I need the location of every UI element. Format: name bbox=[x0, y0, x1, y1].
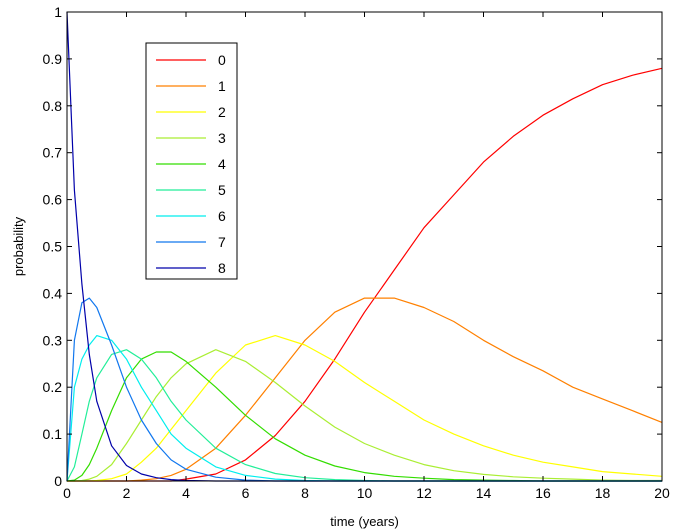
series-line-3 bbox=[67, 349, 662, 482]
legend-box bbox=[145, 42, 238, 280]
ticks-layer: 0 2 4 6 8 10 12 14 16 18 2000.10.20.30.40.50.60.70… bbox=[43, 4, 670, 501]
x-tick-label-3: 6 bbox=[242, 485, 250, 501]
x-tick-label-1: 2 bbox=[123, 485, 131, 501]
x-tick-label-10: 20 bbox=[654, 485, 670, 501]
x-tick-label-8: 16 bbox=[535, 485, 551, 501]
y-tick-label-10: 1 bbox=[54, 4, 62, 20]
y-tick-label-2: 0.2 bbox=[43, 379, 63, 395]
x-tick-label-9: 18 bbox=[595, 485, 611, 501]
legend-label-0: 0 bbox=[218, 52, 226, 68]
legend-label-1: 1 bbox=[218, 78, 226, 94]
x-tick-label-7: 14 bbox=[476, 485, 492, 501]
y-tick-label-0: 0 bbox=[54, 473, 62, 489]
y-tick-label-6: 0.6 bbox=[43, 192, 63, 208]
series-line-2 bbox=[67, 335, 663, 482]
x-tick-label-2: 4 bbox=[182, 485, 190, 501]
legend-label-8: 8 bbox=[218, 260, 226, 276]
legend: 0 1 2 3 4 5 6 7 8 bbox=[145, 42, 238, 280]
x-tick-label-6: 12 bbox=[416, 485, 432, 501]
legend-label-6: 6 bbox=[218, 208, 226, 224]
y-tick-label-7: 0.7 bbox=[43, 145, 63, 161]
y-tick-label-8: 0.8 bbox=[43, 98, 63, 114]
legend-label-2: 2 bbox=[218, 104, 226, 120]
legend-label-5: 5 bbox=[218, 182, 226, 198]
x-tick-label-0: 0 bbox=[63, 485, 71, 501]
legend-label-3: 3 bbox=[218, 130, 226, 146]
y-tick-label-9: 0.9 bbox=[43, 51, 63, 67]
y-axis-label: probability bbox=[11, 216, 26, 276]
legend-label-7: 7 bbox=[218, 234, 226, 250]
y-tick-label-1: 0.1 bbox=[43, 426, 63, 442]
x-tick-label-4: 8 bbox=[301, 485, 309, 501]
legend-label-4: 4 bbox=[218, 156, 226, 172]
x-axis-label: time (years) bbox=[330, 514, 399, 529]
y-tick-label-3: 0.3 bbox=[43, 332, 63, 348]
x-tick-label-5: 10 bbox=[357, 485, 373, 501]
y-tick-label-5: 0.5 bbox=[43, 239, 63, 255]
y-tick-label-4: 0.4 bbox=[43, 285, 63, 301]
